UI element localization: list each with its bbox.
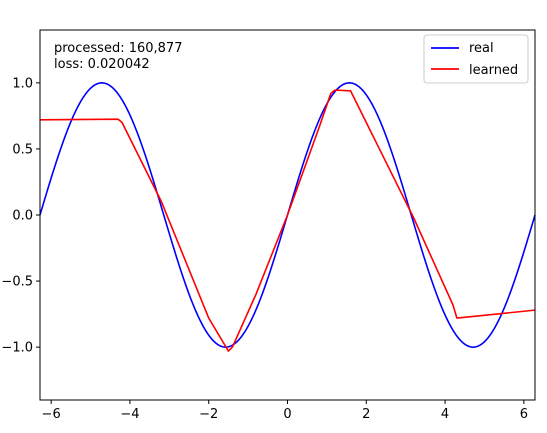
series-line-learned [39,89,536,352]
legend-box [423,34,529,84]
y-tick-label: 0.5 [12,142,33,157]
y-tick-label: −0.5 [1,275,33,290]
y-axis: −1.0 −0.5 0.0 0.5 1.0 [1,76,40,356]
legend: real learned [423,34,529,84]
x-tick-label: 4 [441,407,449,422]
y-tick-label: 0.0 [12,209,33,224]
x-axis: −6 −4 −2 0 2 4 6 [42,400,528,422]
series-layer [39,82,536,352]
legend-label-learned: learned [469,63,518,78]
x-tick-label: 6 [520,407,528,422]
y-tick-label: 1.0 [12,76,33,91]
x-tick-label: 2 [362,407,370,422]
annotation-loss: loss: 0.020042 [54,57,150,72]
legend-label-real: real [469,41,494,56]
x-tick-label: −6 [42,407,61,422]
x-tick-label: −4 [120,407,139,422]
x-tick-label: 0 [283,407,291,422]
x-tick-label: −2 [199,407,218,422]
annotation-processed: processed: 160,877 [54,41,182,56]
y-tick-label: −1.0 [1,341,33,356]
